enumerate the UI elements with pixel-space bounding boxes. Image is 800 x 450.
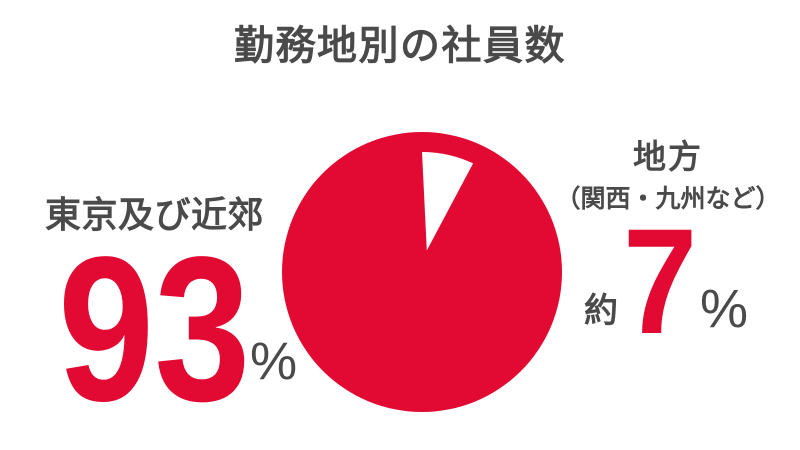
- pie-minor-slice: [422, 151, 474, 251]
- stat-value-tokyo: 93: [58, 214, 251, 444]
- stat-value-regional: 7: [623, 197, 698, 365]
- chart-title: 勤務地別の社員数: [234, 24, 566, 68]
- stat-unit-regional: %: [700, 279, 749, 339]
- stat-prefix-approx: 約: [584, 292, 618, 330]
- stat-unit-tokyo: %: [250, 332, 298, 391]
- regional-label-group: 地方 （関西・九州など）: [546, 140, 790, 214]
- slice-sublabel-regional: （関西・九州など）: [555, 185, 781, 213]
- pie-chart-svg: [282, 132, 562, 412]
- pie-chart: [282, 132, 562, 412]
- pie-major-slice: [282, 132, 562, 412]
- slice-label-regional: 地方: [633, 138, 703, 175]
- slice-label-tokyo: 東京及び近郊: [45, 194, 265, 235]
